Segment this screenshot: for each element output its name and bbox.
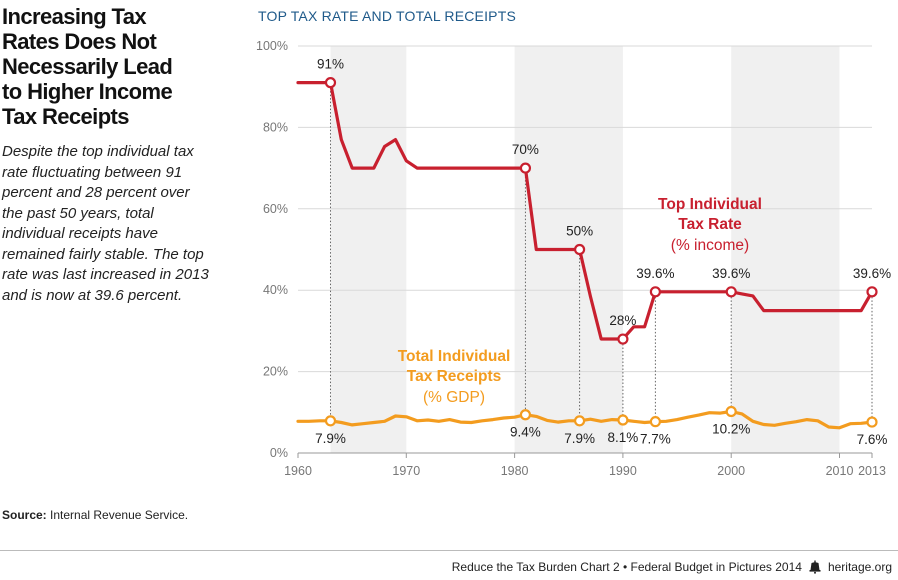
receipts-marker	[617, 414, 629, 426]
receipts-series-title: Tax Receipts	[407, 368, 501, 385]
line-chart: 0% 20% 40% 60% 80% 100% 1960 1970 1980 1990 2000 20…	[256, 39, 891, 478]
top-rate-data-label: 39.6%	[636, 266, 674, 281]
top-rate-series-unit: (% income)	[671, 237, 749, 254]
receipts-data-label: 7.9%	[564, 431, 595, 446]
headline-line: Rates Does Not	[2, 29, 157, 54]
receipts-marker	[725, 405, 737, 418]
footer-divider	[0, 550, 898, 551]
receipts-marker	[573, 415, 586, 427]
shaded-band	[731, 46, 840, 453]
top-rate-marker	[866, 286, 878, 298]
y-tick-label: 20%	[263, 365, 288, 379]
top-rate-marker	[725, 286, 737, 298]
footer-site-link[interactable]: heritage.org	[827, 560, 892, 574]
y-tick-label: 40%	[263, 283, 288, 297]
top-rate-data-label: 70%	[512, 142, 539, 157]
top-rate-marker	[649, 286, 661, 298]
receipts-data-label: 9.4%	[510, 425, 541, 440]
footer-text: Reduce the Tax Burden Chart 2 • Federal …	[451, 560, 802, 574]
top-rate-series-title: Top Individual	[658, 196, 762, 213]
chart-description: Despite the top individual tax rate fluc…	[2, 143, 209, 304]
receipts-series-title: Total Individual	[398, 348, 511, 365]
y-tick-label: 100%	[256, 39, 288, 53]
chart-title: TOP TAX RATE AND TOTAL RECEIPTS	[258, 8, 517, 24]
receipts-data-label: 7.6%	[857, 432, 888, 447]
top-rate-series-title: Tax Rate	[678, 216, 742, 233]
x-tick-label: 1960	[284, 464, 312, 478]
top-rate-marker	[617, 333, 629, 345]
receipts-series-unit: (% GDP)	[423, 389, 485, 406]
x-tick-label: 1980	[501, 464, 529, 478]
liberty-bell-icon	[809, 560, 821, 574]
source-note: Source: Internal Revenue Service.	[2, 508, 188, 522]
shaded-band	[330, 46, 407, 453]
x-tick-label: 1990	[609, 464, 637, 478]
top-rate-line	[296, 80, 874, 341]
receipts-data-label: 8.1%	[608, 430, 639, 445]
receipts-data-label: 7.9%	[315, 431, 346, 446]
receipts-data-label: 7.7%	[640, 432, 671, 447]
headline-line: Increasing Tax	[2, 4, 147, 29]
top-rate-data-label: 50%	[566, 224, 593, 239]
x-tick-label: 1970	[392, 464, 420, 478]
receipts-marker	[324, 415, 337, 427]
top-rate-data-label: 39.6%	[712, 266, 750, 281]
headline-line: Necessarily Lead	[2, 54, 173, 79]
x-tick-label: 2013	[858, 464, 886, 478]
x-tick-label: 2000	[717, 464, 745, 478]
top-rate-data-label: 39.6%	[853, 266, 891, 281]
x-tick-label: 2010	[826, 464, 854, 478]
y-tick-label: 80%	[263, 120, 288, 134]
y-tick-label: 60%	[263, 202, 288, 216]
source-text: Internal Revenue Service.	[50, 508, 189, 522]
footer: Reduce the Tax Burden Chart 2 • Federal …	[452, 560, 892, 574]
top-rate-data-label: 28%	[609, 313, 636, 328]
headline-line: to Higher Income	[2, 79, 173, 104]
receipts-data-label: 10.2%	[712, 421, 750, 436]
headline: Increasing Tax Rates Does Not Necessaril…	[2, 4, 212, 129]
y-tick-label: 0%	[270, 446, 288, 460]
top-rate-marker	[573, 243, 586, 256]
top-rate-data-label: 91%	[317, 57, 344, 72]
receipts-marker	[649, 416, 661, 428]
top-rate-marker	[519, 162, 532, 174]
source-label: Source:	[2, 508, 47, 522]
top-rate-marker	[324, 77, 337, 89]
receipts-marker	[866, 416, 878, 428]
headline-line: Tax Receipts	[2, 104, 130, 129]
receipts-marker	[519, 409, 532, 421]
